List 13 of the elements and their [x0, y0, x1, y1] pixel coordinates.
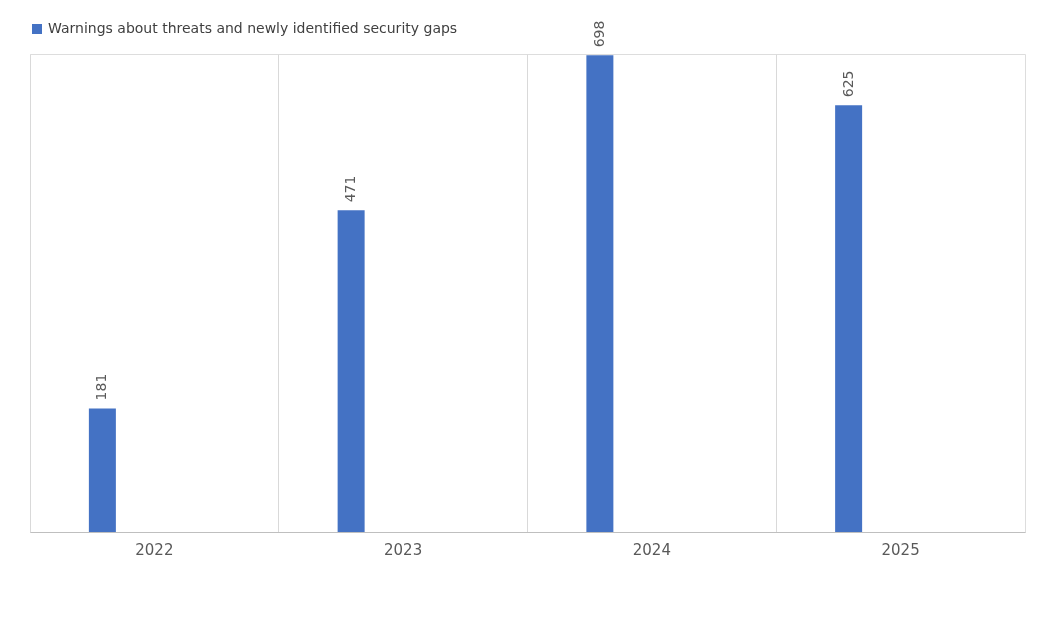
bar [835, 105, 863, 532]
bar [337, 210, 365, 532]
bar [586, 55, 614, 532]
data-label: 625 [839, 70, 856, 98]
bar [88, 408, 116, 532]
legend-label: Warnings about threats and newly identified security gaps [48, 20, 458, 36]
x-tick-label: 2023 [384, 540, 423, 559]
data-label: 698 [590, 20, 607, 48]
data-label: 471 [342, 175, 359, 203]
x-tick-label: 2025 [881, 540, 920, 559]
data-label: 181 [93, 373, 110, 401]
x-tick-label: 2022 [135, 540, 174, 559]
x-tick-label: 2024 [632, 540, 671, 559]
